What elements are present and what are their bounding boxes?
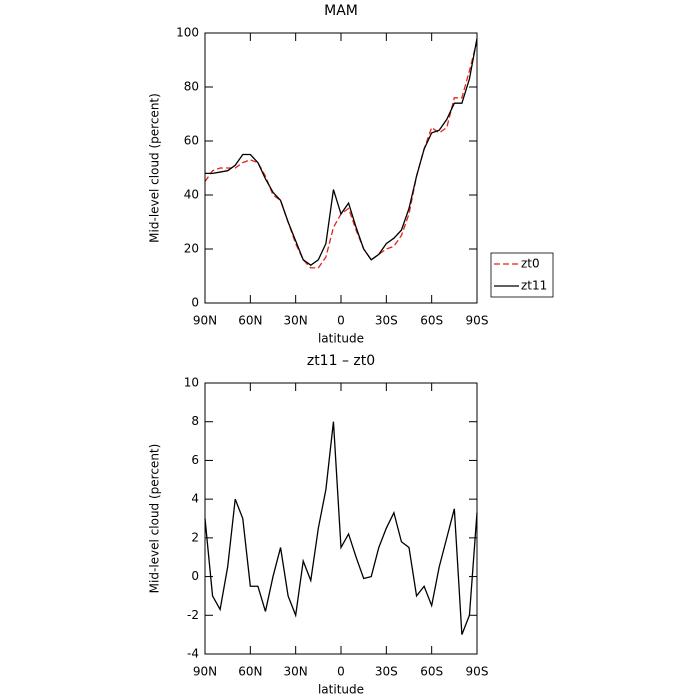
x-tick-label: 0 [337,314,345,328]
x-axis-label: latitude [318,683,364,697]
x-tick-label: 30S [375,665,398,679]
x-tick-label: 0 [337,665,345,679]
y-tick-label: -2 [187,608,199,622]
x-axis-label: latitude [318,332,364,346]
line-series [204,421,478,635]
x-tick-label: 30N [284,665,308,679]
legend-label: zt11 [521,279,547,293]
y-tick-label: 20 [184,242,199,256]
x-tick-label: 60S [420,314,443,328]
y-tick-label: 2 [191,530,199,544]
y-tick-label: 40 [184,188,199,202]
y-tick-label: 0 [191,296,199,310]
x-tick-label: 90N [193,314,217,328]
x-tick-label: 60S [420,665,443,679]
y-tick-label: 0 [191,569,199,583]
y-tick-label: 60 [184,134,199,148]
y-tick-label: 80 [184,80,199,94]
chart-title: zt11 – zt0 [307,353,375,369]
x-tick-label: 30N [284,314,308,328]
x-tick-label: 90N [193,665,217,679]
x-tick-label: 30S [375,314,398,328]
y-axis-label: Mid-level cloud (percent) [148,93,162,243]
plot-frame [204,32,478,304]
legend-box [490,252,554,298]
legend-label: zt0 [521,257,540,271]
y-tick-label: 8 [191,414,199,428]
x-tick-label: 90S [466,314,489,328]
plot-frame [204,382,478,655]
y-tick-label: 10 [184,376,199,390]
y-tick-label: 100 [176,26,199,40]
line-series [205,38,478,266]
y-axis-label: Mid-level cloud (percent) [148,444,162,594]
x-tick-label: 60N [238,314,262,328]
x-tick-label: 60N [238,665,262,679]
y-tick-label: 4 [191,492,199,506]
chart-title: MAM [324,3,358,19]
y-tick-label: 6 [191,453,199,467]
x-tick-label: 90S [466,665,489,679]
y-tick-label: -4 [187,647,199,661]
